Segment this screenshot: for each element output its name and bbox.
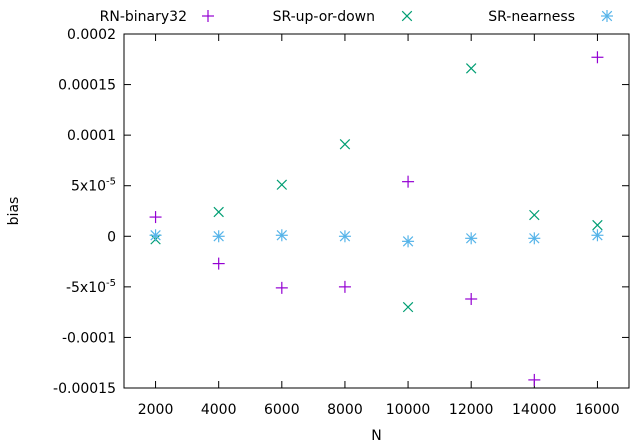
x-tick-label: 2000 (138, 402, 174, 418)
data-point (465, 232, 478, 245)
legend-label: SR-nearness (488, 9, 575, 25)
data-point (402, 175, 415, 188)
data-point (339, 139, 351, 150)
plot-frame (123, 33, 630, 389)
data-point (275, 281, 288, 294)
data-point (528, 373, 541, 386)
data-point (528, 232, 541, 245)
data-point (465, 63, 477, 74)
y-tick-label: -0.0001 (62, 330, 116, 346)
series-cross (150, 63, 603, 313)
y-tick-label: 0.0002 (67, 27, 116, 43)
y-tick-label: -0.00015 (53, 381, 116, 397)
x-axis-label: N (371, 428, 381, 444)
data-point (149, 211, 162, 224)
data-point (465, 292, 478, 305)
x-axis: 2000 4000 6000 8000 10000 12000 14000 16000 (138, 34, 620, 418)
legend-marker (601, 10, 613, 22)
data-points (149, 51, 604, 386)
data-point (338, 280, 351, 293)
x-tick-label: 14000 (512, 402, 557, 418)
y-axis-label: bias (6, 197, 22, 226)
x-tick-label: 12000 (449, 402, 494, 418)
data-point (592, 219, 603, 231)
y-tick-label: 0 (107, 229, 116, 245)
data-point (276, 179, 288, 190)
y-tick-label: 5x10-5 (71, 177, 116, 195)
data-point (338, 230, 351, 243)
data-point (402, 235, 415, 248)
x-tick-label: 10000 (386, 402, 431, 418)
data-point (149, 229, 162, 242)
series-asterisk (149, 229, 604, 248)
y-axis: 0.0002 0.00015 0.0001 5x10-5 0 -5x10-5 -0.0001… (53, 27, 629, 397)
data-point (275, 229, 288, 242)
y-tick-label: 0.00015 (58, 78, 116, 94)
x-tick-label: 6000 (264, 402, 300, 418)
legend-label: SR-up-or-down (273, 9, 375, 25)
x-tick-label: 8000 (327, 402, 363, 418)
x-tick-label: 4000 (201, 402, 237, 418)
data-point (529, 209, 540, 221)
legend: RN-binary32 SR-up-or-down SR-nearness (100, 9, 613, 25)
data-point (591, 229, 604, 242)
legend-marker (202, 10, 214, 22)
data-point (212, 257, 225, 270)
y-tick-label: -5x10-5 (66, 278, 116, 296)
legend-marker (401, 10, 413, 22)
data-point (591, 51, 604, 64)
data-point (213, 206, 224, 218)
data-point (402, 301, 414, 313)
series-plus (149, 51, 604, 386)
data-point (212, 230, 225, 243)
legend-label: RN-binary32 (100, 9, 187, 25)
x-tick-label: 16000 (575, 402, 620, 418)
y-tick-label: 0.0001 (67, 128, 116, 144)
